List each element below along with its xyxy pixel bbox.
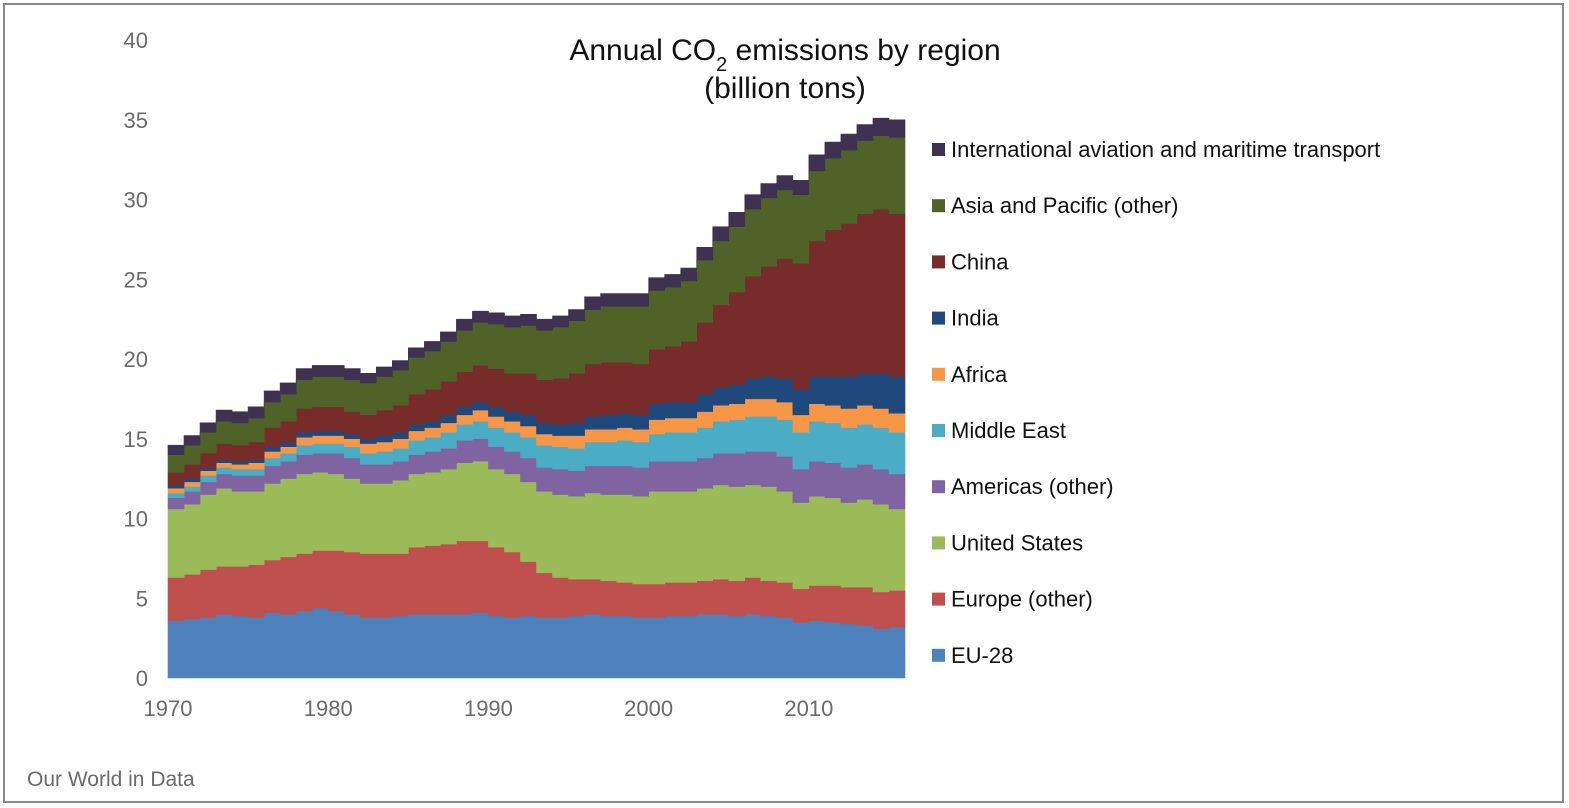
legend-swatch (932, 199, 945, 213)
chart-title-line1: Annual CO2 emissions by region (569, 34, 1000, 76)
x-axis: 1970 1980 1990 2000 2010 (144, 696, 834, 721)
legend-label: United States (951, 530, 1083, 555)
x-tick-label: 2010 (784, 696, 833, 721)
x-tick-label: 1980 (304, 696, 353, 721)
legend-swatch (932, 367, 945, 381)
chart-title-line2: (billion tons) (704, 72, 866, 105)
legend-label: Middle East (951, 418, 1066, 443)
legend-label: China (951, 249, 1009, 274)
chart-frame: Annual CO2 emissions by region (billion … (3, 3, 1564, 803)
chart-title: Annual CO2 emissions by region (billion … (569, 34, 1000, 105)
legend-item: Africa (932, 362, 1008, 387)
legend: International aviation and maritime tran… (932, 137, 1380, 668)
x-tick-label: 1970 (144, 696, 193, 721)
legend-swatch (932, 536, 945, 550)
y-tick-label: 35 (124, 108, 148, 133)
legend-swatch (932, 143, 945, 156)
y-tick-label: 40 (124, 28, 148, 53)
y-tick-label: 30 (124, 188, 148, 213)
area-series-international-aviation-and-maritime-transport (167, 117, 906, 455)
legend-item: Europe (other) (932, 587, 1093, 612)
legend-swatch (932, 480, 945, 494)
legend-label: Europe (other) (951, 587, 1093, 612)
legend-swatch (932, 424, 945, 437)
legend-label: Americas (other) (951, 474, 1114, 499)
y-tick-label: 15 (124, 427, 148, 452)
x-tick-label: 2000 (624, 696, 673, 721)
legend-item: Asia and Pacific (other) (932, 193, 1178, 218)
legend-label: EU-28 (951, 643, 1013, 668)
legend-swatch (932, 648, 945, 662)
legend-label: India (951, 306, 999, 331)
stacked-area-chart: Annual CO2 emissions by region (billion … (124, 28, 1381, 721)
y-tick-label: 10 (124, 507, 148, 532)
y-tick-label: 20 (124, 347, 148, 372)
legend-item: India (932, 306, 999, 331)
legend-swatch (932, 592, 945, 606)
legend-label: Africa (951, 362, 1008, 387)
legend-swatch (932, 255, 945, 269)
legend-item: United States (932, 530, 1083, 555)
legend-item: EU-28 (932, 643, 1013, 668)
legend-item: Middle East (932, 418, 1066, 443)
source-credit: Our World in Data (27, 768, 195, 791)
legend-label: Asia and Pacific (other) (951, 193, 1178, 218)
y-tick-label: 0 (136, 666, 148, 691)
plot-area (167, 117, 906, 679)
legend-item: Americas (other) (932, 474, 1114, 499)
y-tick-label: 25 (124, 267, 148, 292)
legend-item: China (932, 249, 1009, 274)
legend-label: International aviation and maritime tran… (951, 137, 1380, 162)
y-tick-label: 5 (136, 586, 148, 611)
y-axis: 0 5 10 15 20 25 30 35 40 (124, 28, 148, 691)
legend-swatch (932, 311, 945, 325)
x-tick-label: 1990 (464, 696, 513, 721)
legend-item: International aviation and maritime tran… (932, 137, 1380, 162)
